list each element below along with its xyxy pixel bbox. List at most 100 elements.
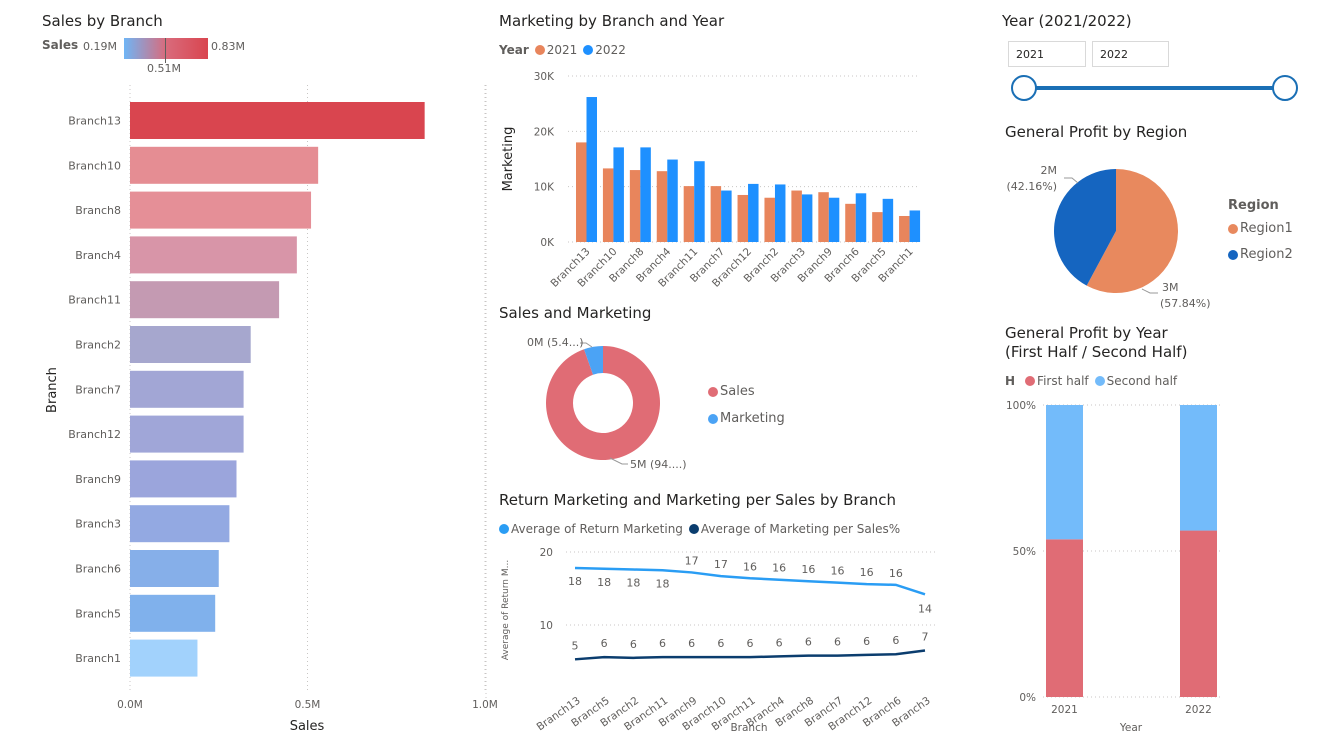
marketing-y-tick: 0K [540, 237, 555, 249]
return-data-label: 17 [685, 554, 699, 567]
return-data-label: 6 [805, 636, 812, 649]
donut-legend-marketing: Marketing [702, 411, 785, 426]
year-start-input[interactable]: 2021 [1008, 41, 1086, 67]
return-data-label: 5 [572, 639, 579, 652]
year-end-input[interactable]: 2022 [1092, 41, 1169, 67]
marketing-bar-2021 [791, 190, 802, 242]
sales-x-tick: 1.0M [472, 699, 498, 711]
return-data-label: 14 [918, 602, 932, 615]
half-bar-second [1046, 405, 1083, 540]
marketing-bar-2022 [855, 193, 867, 242]
region1-pct-label: (57.84%) [1160, 297, 1211, 310]
marketing-chart-title: Marketing by Branch and Year [499, 12, 725, 30]
sales-category-label: Branch5 [75, 607, 121, 620]
sales-y-axis-title: Branch [45, 367, 60, 413]
marketing-bar-2022 [667, 159, 678, 242]
marketing-y-axis-title: Marketing [501, 127, 516, 192]
legend-marketing-label: Marketing [720, 411, 785, 426]
marketing-bar-2022 [586, 97, 597, 242]
legend-first-half-label: First half [1037, 374, 1089, 388]
region1-value-label: 3M [1162, 281, 1179, 294]
return-y-tick: 10 [540, 620, 553, 632]
legend-return-marker [499, 524, 509, 534]
return-data-label: 18 [597, 576, 611, 589]
legend-2022-marker [583, 45, 594, 55]
marketing-bar-2022 [828, 197, 840, 242]
legend-marketing-marker [708, 413, 718, 424]
marketing-bar-2021 [899, 215, 910, 242]
marketing-bar-2022 [774, 184, 786, 242]
sales-x-axis-title: Sales [290, 719, 325, 734]
half-chart-title-1: General Profit by Year [1005, 324, 1168, 342]
gradient-legend-label: Sales [42, 38, 79, 52]
half-y-tick: 100% [1006, 400, 1036, 412]
return-data-label: 18 [626, 577, 640, 590]
return-data-label: 6 [630, 638, 637, 651]
return-data-label: 6 [863, 635, 870, 648]
return-line-mps [574, 649, 926, 661]
half-legend-title: H [1005, 374, 1016, 388]
sales-bar [130, 146, 319, 184]
marketing-bar-2022 [748, 183, 759, 242]
return-data-label: 6 [717, 637, 724, 650]
marketing-bar-2022 [882, 198, 894, 242]
legend-sales-marker [708, 386, 718, 397]
sales-bar [130, 415, 244, 453]
donut-label-marketing: 0M (5.4...) [527, 336, 584, 349]
donut-label-sales: 5M (94....) [630, 458, 687, 471]
marketing-bar-2021 [683, 186, 695, 242]
sales-bar [130, 639, 198, 677]
year-slider-start-handle[interactable] [1011, 75, 1037, 101]
return-data-label: 16 [889, 567, 903, 580]
return-marketing-line-chart: 20 10 18 18 18 18 17 17 16 16 16 16 16 16 14 5 6 6 6 6 6 6 6 6 6… [501, 547, 936, 734]
legend-2021-label: 2021 [546, 43, 578, 57]
legend-mps-marker [688, 524, 699, 534]
half-y-tick: 50% [1013, 546, 1036, 558]
return-data-label: 6 [892, 634, 899, 647]
donut-leader-line [609, 457, 628, 465]
legend-region2-label: Region2 [1240, 247, 1293, 262]
marketing-bar-2022 [613, 147, 624, 242]
return-chart-title: Return Marketing and Marketing per Sales… [499, 491, 897, 509]
legend-region2-marker [1228, 249, 1238, 260]
legend-region1-label: Region1 [1240, 221, 1293, 236]
half-bar-first [1046, 539, 1083, 697]
legend-mps-label: Average of Marketing per Sales% [700, 522, 901, 536]
sales-chart-title: Sales by Branch [42, 12, 163, 30]
marketing-bar-2021 [710, 186, 722, 242]
region-legend-2: Region2 [1222, 247, 1293, 262]
sales-category-label: Branch7 [75, 383, 121, 396]
return-x-axis-title: Branch [730, 722, 767, 734]
return-data-label: 6 [688, 637, 695, 650]
legend-return-label: Average of Return Marketing [511, 522, 683, 536]
region2-pct-label: (42.16%) [1006, 180, 1057, 193]
return-data-label: 16 [801, 563, 815, 576]
return-data-label: 16 [743, 560, 757, 573]
return-data-label: 16 [772, 562, 786, 575]
gradient-max-label: 0.83M [211, 40, 245, 53]
marketing-legend-title: Year [499, 43, 529, 57]
sales-bar [130, 326, 251, 363]
marketing-by-branch-year-chart: 0K10K20K30KBranch13Branch10Branch8Branch… [485, 71, 921, 700]
year-slider-track[interactable] [1024, 86, 1285, 90]
year-slider-end-handle[interactable] [1272, 75, 1298, 101]
return-data-label: 17 [714, 558, 728, 571]
return-y-tick: 20 [540, 547, 553, 559]
half-chart-title-2: (First Half / Second Half) [1005, 343, 1188, 361]
marketing-bar-2021 [656, 171, 668, 242]
return-data-label: 6 [776, 636, 783, 649]
gradient-mid-marker [165, 38, 166, 63]
sales-by-branch-chart: Branch13 Branch10 Branch8 Branch4 Branch11 Br… [45, 85, 498, 734]
marketing-bar-2021 [576, 142, 587, 242]
sales-bar [130, 281, 280, 319]
profit-by-region-pie-chart: 2M (42.16%) 3M (57.84%) [1006, 164, 1211, 310]
donut-legend-sales: Sales [702, 384, 755, 399]
marketing-bar-2021 [818, 192, 829, 242]
marketing-bar-2021 [872, 212, 883, 242]
donut-slice-sales [545, 346, 660, 461]
region-leader-line [1141, 288, 1158, 294]
gradient-mid-label: 0.51M [147, 62, 181, 75]
half-bar-second [1180, 405, 1217, 531]
marketing-legend: Year 2021 2022 [499, 43, 626, 57]
half-x-tick: 2022 [1185, 704, 1212, 716]
